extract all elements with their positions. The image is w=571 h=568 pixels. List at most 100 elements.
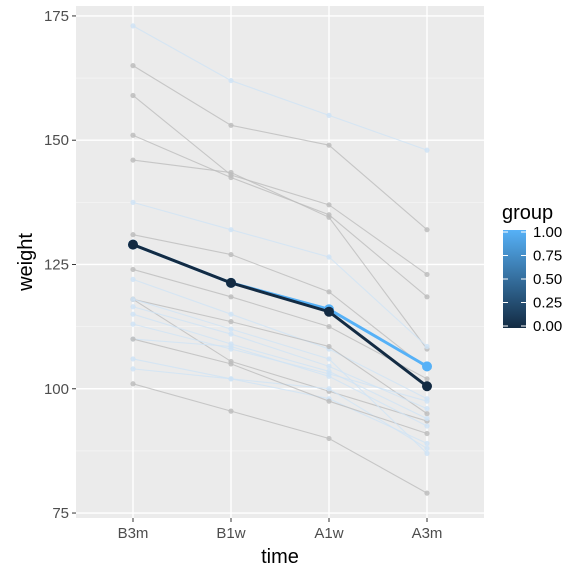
individual-point (130, 157, 136, 163)
legend-tick-label: 0.50 (533, 271, 562, 288)
legend-tick-label: 1.00 (533, 224, 562, 241)
plot-panel (76, 6, 484, 518)
x-tick-label: B3m (118, 525, 149, 542)
individual-point (130, 92, 136, 99)
individual-point (130, 266, 136, 273)
individual-point (130, 311, 136, 317)
individual-point (326, 324, 332, 330)
individual-line (132, 313, 428, 420)
y-tick-label: 150 (44, 132, 69, 149)
individual-point (326, 363, 332, 369)
individual-line (132, 25, 428, 151)
x-tick-label: A1w (314, 525, 343, 542)
x-tick-label: B1w (216, 525, 245, 542)
mean-point-group-0 (324, 306, 334, 317)
individual-line (132, 95, 428, 275)
individual-point (228, 77, 234, 84)
individual-point (228, 251, 234, 258)
individual-point (130, 336, 136, 342)
individual-point (326, 214, 332, 220)
individual-point (424, 147, 430, 153)
individual-point (130, 63, 136, 69)
individual-point (424, 411, 430, 417)
individual-point (326, 289, 332, 295)
y-tick-label: 175 (44, 8, 69, 25)
x-tick-label: A3m (412, 525, 443, 542)
individual-point (424, 271, 430, 278)
individual-point (326, 202, 332, 208)
mean-point-group-0 (226, 277, 236, 288)
individual-point (228, 319, 234, 325)
individual-point (424, 445, 430, 452)
individual-line (132, 358, 428, 444)
individual-line (132, 268, 428, 380)
individual-point (326, 343, 332, 350)
individual-point (228, 376, 234, 382)
individual-line (132, 368, 428, 449)
individual-point (424, 376, 430, 382)
individual-point (228, 331, 234, 337)
legend-colorbar (503, 230, 526, 328)
individual-line (132, 134, 428, 298)
individual-point (130, 296, 136, 302)
individual-point (326, 254, 332, 260)
individual-line (132, 65, 428, 231)
individual-point (424, 227, 430, 233)
individual-point (130, 381, 136, 387)
x-axis-title: time (261, 546, 299, 568)
y-tick-label: 125 (44, 256, 69, 273)
individual-point (326, 435, 332, 442)
individual-point (228, 294, 234, 300)
legend-tick-label: 0.25 (533, 295, 562, 312)
individual-point (228, 346, 234, 352)
y-tick-label: 75 (52, 505, 69, 522)
mean-line-group-0 (132, 243, 428, 388)
individual-point (130, 199, 136, 205)
individual-point (424, 415, 430, 422)
individual-line (132, 201, 428, 347)
mean-point-group-0 (128, 239, 138, 250)
individual-point (424, 398, 430, 404)
legend-tick-label: 0.75 (533, 248, 562, 265)
individual-point (424, 430, 430, 437)
individual-point (130, 366, 136, 372)
individual-point (228, 174, 234, 181)
individual-point (228, 169, 234, 176)
individual-line (132, 383, 428, 494)
individual-point (130, 304, 136, 310)
individual-point (424, 490, 430, 496)
y-axis-ticks: 75 100 125 150 175 (44, 8, 76, 522)
individual-point (130, 276, 136, 282)
individual-line (132, 298, 428, 454)
mean-point-group-0 (422, 381, 432, 392)
individual-line (132, 234, 428, 370)
individual-point (326, 112, 332, 118)
x-axis-ticks: B3m B1w A1w A3m (118, 518, 443, 542)
individual-point (424, 294, 430, 300)
individual-point (228, 311, 234, 317)
individual-point (326, 398, 332, 404)
individual-point (228, 326, 234, 332)
individual-point (424, 423, 430, 429)
individual-point (130, 232, 136, 238)
individual-point (130, 132, 136, 138)
legend-title: group (502, 202, 553, 224)
individual-point (326, 371, 332, 377)
individual-point (326, 356, 332, 362)
individual-line (132, 338, 428, 435)
individual-point (130, 23, 136, 29)
individual-point (228, 361, 234, 367)
individual-point (326, 386, 332, 392)
mean-lines (128, 239, 432, 392)
legend: group 1.00 0.75 0.50 0.25 0.00 (502, 202, 562, 335)
y-axis-title: weight (15, 233, 37, 292)
individual-line (132, 298, 428, 415)
individual-point (424, 406, 430, 412)
individual-line (132, 159, 428, 350)
individual-point (228, 227, 234, 233)
legend-tick-label: 0.00 (533, 318, 562, 335)
individual-lines (130, 23, 430, 496)
individual-point (130, 356, 136, 362)
individual-point (424, 343, 430, 350)
